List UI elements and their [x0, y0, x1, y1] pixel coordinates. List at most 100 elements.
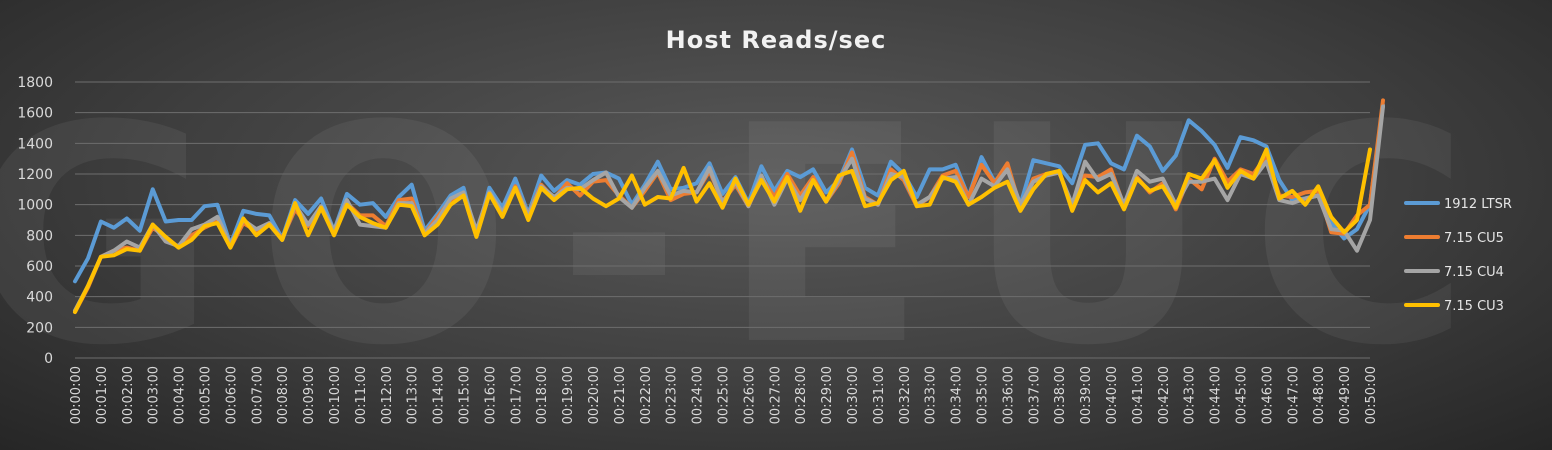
- x-tick-label: 00:12:00: [380, 366, 395, 424]
- x-tick-label: 00:03:00: [147, 366, 162, 424]
- x-tick: 00:09:00: [302, 366, 317, 424]
- x-tick-label: 00:29:00: [820, 366, 835, 424]
- x-tick: 00:38:00: [1053, 366, 1068, 424]
- x-tick-label: 00:19:00: [561, 366, 576, 424]
- x-tick-label: 00:37:00: [1027, 366, 1042, 424]
- x-tick: 00:42:00: [1157, 366, 1172, 424]
- x-tick: 00:43:00: [1183, 366, 1198, 424]
- x-tick-label: 00:25:00: [717, 366, 732, 424]
- x-tick-label: 00:33:00: [924, 366, 939, 424]
- series-lines: [73, 98, 1385, 314]
- x-tick-label: 00:23:00: [665, 366, 680, 424]
- x-tick-label: 00:04:00: [173, 366, 188, 424]
- watermark-text: GO-EUC: [0, 62, 1510, 411]
- x-tick: 00:31:00: [872, 366, 887, 424]
- x-tick: 00:36:00: [1001, 366, 1016, 424]
- x-tick: 00:25:00: [717, 366, 732, 424]
- x-tick-label: 00:46:00: [1260, 366, 1275, 424]
- x-tick: 00:08:00: [276, 366, 291, 424]
- x-tick-label: 00:18:00: [535, 366, 550, 424]
- x-tick-label: 00:44:00: [1209, 366, 1224, 424]
- x-tick-label: 00:07:00: [250, 366, 265, 424]
- x-tick-label: 00:35:00: [976, 366, 991, 424]
- x-tick-label: 00:27:00: [768, 366, 783, 424]
- legend-label: 7.15 CU4: [1444, 265, 1504, 280]
- x-tick-label: 00:11:00: [354, 366, 369, 424]
- x-tick-label: 00:21:00: [613, 366, 628, 424]
- x-tick: 00:40:00: [1105, 366, 1120, 424]
- x-tick-label: 00:20:00: [587, 366, 602, 424]
- x-tick-label: 00:13:00: [406, 366, 421, 424]
- x-tick-label: 00:41:00: [1131, 366, 1146, 424]
- x-tick: 00:01:00: [95, 366, 110, 424]
- y-tick-label: 0: [44, 351, 53, 367]
- x-tick-label: 00:14:00: [432, 366, 447, 424]
- x-tick: 00:27:00: [768, 366, 783, 424]
- x-tick: 00:21:00: [613, 366, 628, 424]
- x-tick: 00:11:00: [354, 366, 369, 424]
- x-tick: 00:49:00: [1338, 366, 1353, 424]
- y-axis-ticks: 0 200 400 600 800 1000 1200 1400 1600 1800: [17, 75, 53, 367]
- x-tick: 00:20:00: [587, 366, 602, 424]
- series-line-3: [73, 147, 1372, 314]
- y-tick-label: 1400: [17, 136, 53, 152]
- y-tick-label: 1800: [17, 75, 53, 91]
- x-tick-label: 00:09:00: [302, 366, 317, 424]
- x-tick: 00:35:00: [976, 366, 991, 424]
- x-tick: 00:45:00: [1235, 366, 1250, 424]
- x-tick: 00:05:00: [199, 366, 214, 424]
- x-tick-label: 00:08:00: [276, 366, 291, 424]
- y-tick-label: 400: [26, 290, 53, 306]
- x-tick-label: 00:10:00: [328, 366, 343, 424]
- x-tick: 00:39:00: [1079, 366, 1094, 424]
- x-tick-label: 00:48:00: [1312, 366, 1327, 424]
- x-tick: 00:03:00: [147, 366, 162, 424]
- x-tick: 00:46:00: [1260, 366, 1275, 424]
- x-tick-label: 00:47:00: [1286, 366, 1301, 424]
- x-tick-label: 00:05:00: [199, 366, 214, 424]
- x-tick: 00:15:00: [458, 366, 473, 424]
- x-tick: 00:32:00: [898, 366, 913, 424]
- x-tick: 00:23:00: [665, 366, 680, 424]
- x-tick: 00:47:00: [1286, 366, 1301, 424]
- y-tick-label: 1000: [17, 198, 53, 214]
- x-tick: 00:33:00: [924, 366, 939, 424]
- x-tick: 00:14:00: [432, 366, 447, 424]
- x-tick-label: 00:40:00: [1105, 366, 1120, 424]
- x-tick: 00:02:00: [121, 366, 136, 424]
- x-tick-label: 00:28:00: [794, 366, 809, 424]
- x-tick-label: 00:24:00: [691, 366, 706, 424]
- x-tick: 00:34:00: [950, 366, 965, 424]
- legend-label: 7.15 CU3: [1444, 299, 1504, 314]
- x-tick-label: 00:49:00: [1338, 366, 1353, 424]
- x-tick-label: 00:16:00: [483, 366, 498, 424]
- y-tick-label: 600: [26, 259, 53, 275]
- x-tick: 00:18:00: [535, 366, 550, 424]
- y-tick-label: 1600: [17, 106, 53, 122]
- x-tick-label: 00:42:00: [1157, 366, 1172, 424]
- legend-label: 1912 LTSR: [1444, 197, 1512, 212]
- x-tick-label: 00:00:00: [69, 366, 84, 424]
- x-tick: 00:30:00: [846, 366, 861, 424]
- x-tick-label: 00:02:00: [121, 366, 136, 424]
- y-tick-label: 200: [26, 320, 53, 336]
- x-tick-label: 00:06:00: [224, 366, 239, 424]
- x-tick-label: 00:26:00: [742, 366, 757, 424]
- x-tick: 00:37:00: [1027, 366, 1042, 424]
- x-tick: 00:19:00: [561, 366, 576, 424]
- x-tick: 00:22:00: [639, 366, 654, 424]
- x-tick-label: 00:43:00: [1183, 366, 1198, 424]
- x-tick: 00:17:00: [509, 366, 524, 424]
- legend-label: 7.15 CU5: [1444, 231, 1504, 246]
- x-tick: 00:06:00: [224, 366, 239, 424]
- x-tick: 00:28:00: [794, 366, 809, 424]
- x-tick-label: 00:01:00: [95, 366, 110, 424]
- y-tick-label: 1200: [17, 167, 53, 183]
- x-tick: 00:07:00: [250, 366, 265, 424]
- x-tick-label: 00:22:00: [639, 366, 654, 424]
- x-tick-label: 00:50:00: [1364, 366, 1379, 424]
- x-tick: 00:44:00: [1209, 366, 1224, 424]
- x-tick: 00:00:00: [69, 366, 84, 424]
- legend: 1912 LTSR 7.15 CU5 7.15 CU4 7.15 CU3: [1404, 197, 1512, 314]
- x-tick-label: 00:36:00: [1001, 366, 1016, 424]
